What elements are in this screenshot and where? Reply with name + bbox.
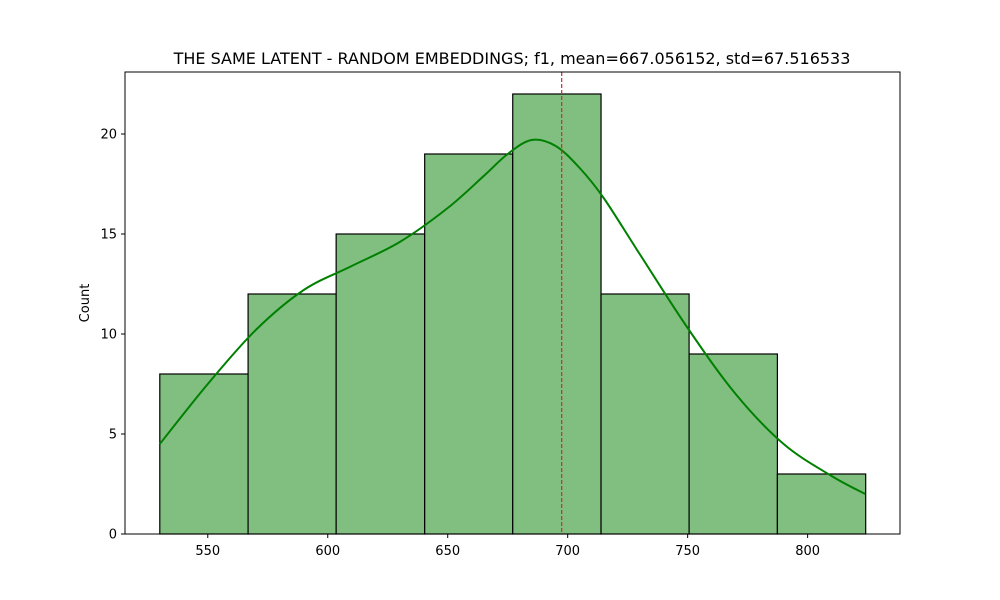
y-tick-label: 0 xyxy=(109,528,117,543)
x-axis: 550 600 650 700 750 800 xyxy=(195,534,820,559)
x-tick-label: 550 xyxy=(195,544,220,559)
bars-group xyxy=(159,93,867,535)
histogram-bar xyxy=(247,293,337,535)
kde-group xyxy=(159,138,866,495)
y-tick-label: 10 xyxy=(100,328,117,343)
y-tick-label: 20 xyxy=(100,128,117,143)
histogram-bar xyxy=(776,473,867,535)
histogram-bar xyxy=(335,233,426,535)
histogram-bar xyxy=(512,93,602,535)
histogram-bar xyxy=(159,373,249,535)
x-tick-label: 800 xyxy=(795,544,820,559)
histogram-bar xyxy=(600,293,690,535)
histogram-bar xyxy=(688,353,778,535)
kde-line xyxy=(159,138,866,495)
x-tick-label: 600 xyxy=(315,544,340,559)
x-tick-label: 650 xyxy=(435,544,460,559)
x-tick-label: 750 xyxy=(675,544,700,559)
y-tick-label: 15 xyxy=(100,228,117,243)
plot-frame xyxy=(124,71,901,535)
histogram-bar xyxy=(424,153,514,535)
y-tick-label: 5 xyxy=(109,428,117,443)
x-tick-label: 700 xyxy=(555,544,580,559)
y-axis: 0 5 10 15 20 xyxy=(100,128,125,543)
chart-title: THE SAME LATENT - RANDOM EMBEDDINGS; f1,… xyxy=(173,49,851,68)
y-axis-label: Count xyxy=(78,284,93,323)
